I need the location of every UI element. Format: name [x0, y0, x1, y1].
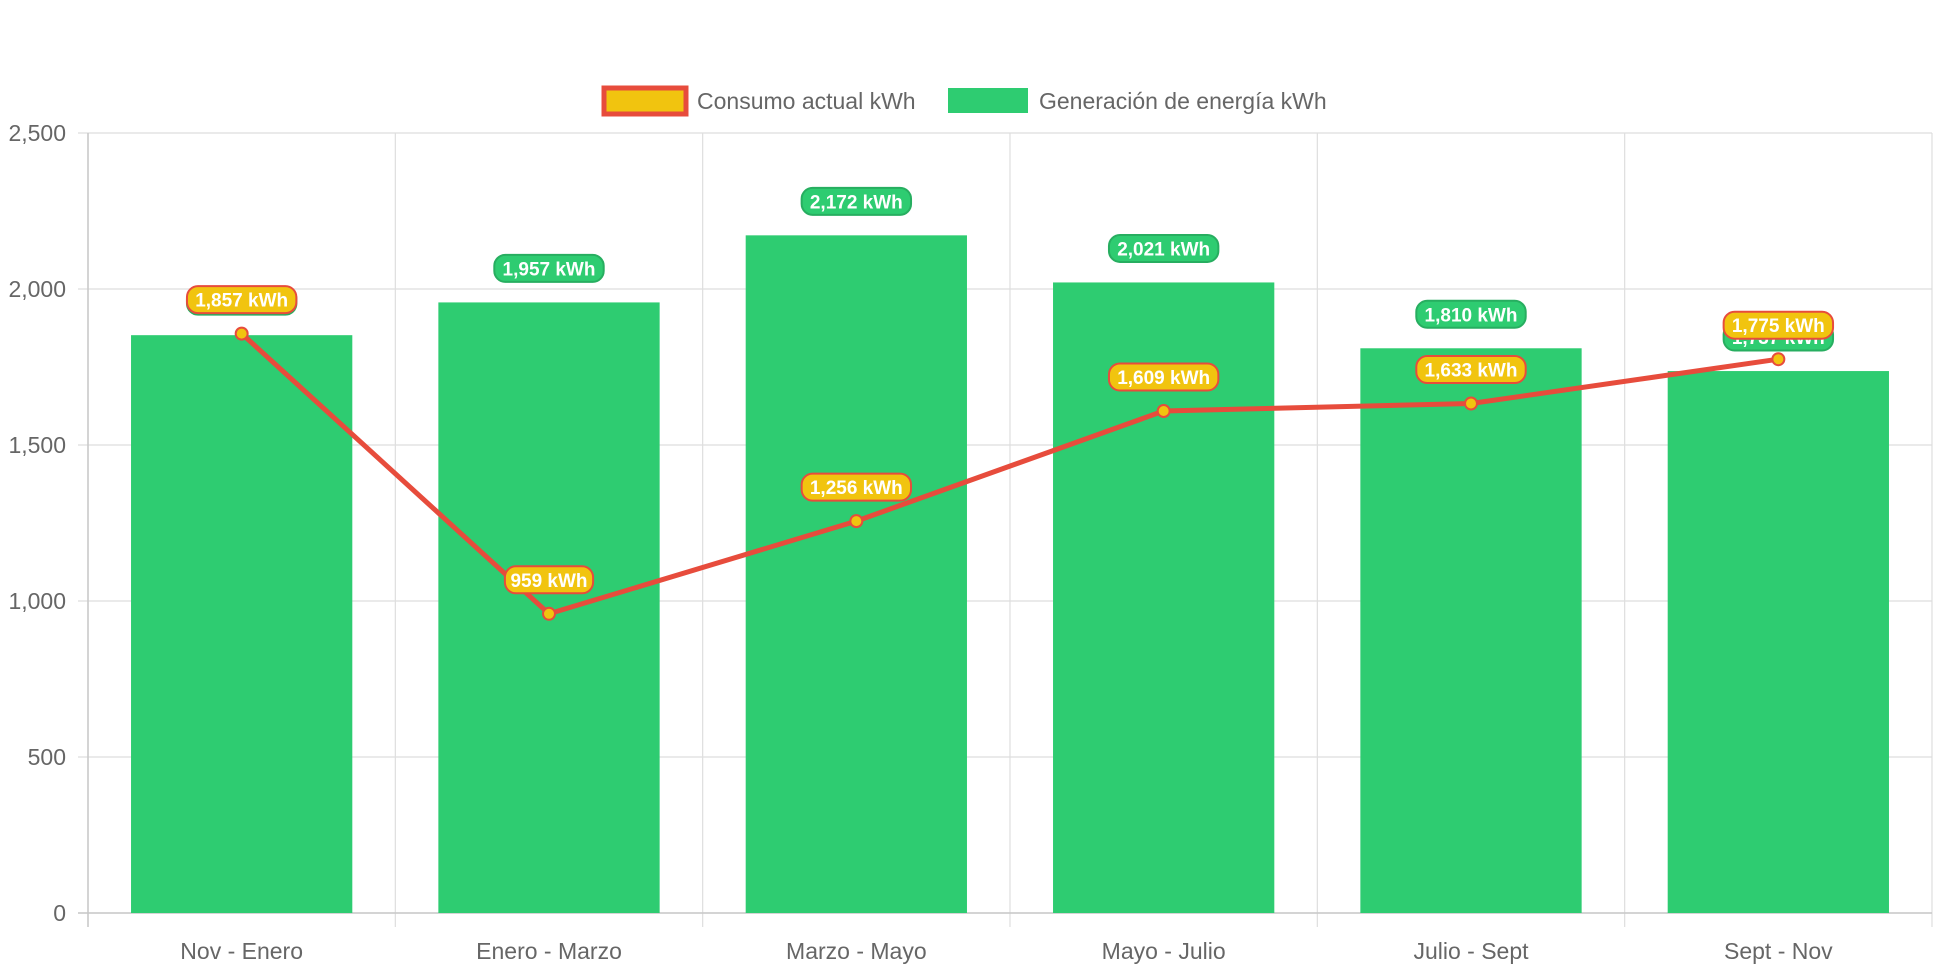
x-tick-label: Nov - Enero	[180, 938, 303, 964]
line-point-consumo	[234, 326, 249, 341]
y-tick-label: 1,500	[8, 432, 66, 458]
line-series	[234, 326, 1786, 621]
line-point-consumo	[1771, 352, 1786, 367]
bar-data-label-box	[1415, 299, 1527, 329]
line-consumo	[239, 331, 1779, 617]
line-data-label-text: 1,256 kWh	[810, 478, 903, 499]
line-data-label: 1,256 kWh	[800, 472, 913, 502]
legend-item-consumo[interactable]: Consumo actual kWh	[601, 85, 916, 117]
y-tick-label: 2,500	[8, 120, 66, 146]
x-tick-label: Marzo - Mayo	[786, 938, 927, 964]
bar-generacion	[131, 335, 353, 913]
line-data-label-box	[800, 472, 913, 502]
line-data-label-box	[185, 285, 298, 315]
line-data-label-text: 1,633 kWh	[1425, 361, 1518, 382]
x-tick-label: Mayo - Julio	[1102, 938, 1226, 964]
line-data-label-box	[1722, 310, 1835, 340]
line-data-label-box	[1107, 362, 1220, 392]
bar-data-label-text: 1,810 kWh	[1425, 305, 1518, 326]
bar-data-label-text: 2,172 kWh	[810, 192, 903, 213]
line-data-label-box	[503, 565, 595, 595]
y-tick-label: 0	[53, 900, 66, 926]
legend-swatch-generacion	[948, 88, 1028, 113]
line-data-label-text: 959 kWh	[510, 571, 587, 592]
grid	[78, 132, 1933, 927]
bar-data-label-box	[493, 253, 605, 283]
line-data-label: 1,609 kWh	[1107, 362, 1220, 392]
bar-data-label: 2,172 kWh	[800, 186, 913, 216]
bar-data-label-text: 1,957 kWh	[503, 259, 596, 280]
line-data-label: 1,857 kWh	[185, 285, 298, 315]
bar-data-label: 1,957 kWh	[493, 253, 605, 283]
line-point-consumo	[1156, 403, 1171, 418]
x-tick-label: Enero - Marzo	[476, 938, 622, 964]
line-data-labels: 1,857 kWh 959 kWh 1,256 kWh 1,609 kWh 1,633 …	[185, 285, 1835, 595]
line-data-label-text: 1,857 kWh	[195, 291, 288, 312]
legend: Consumo actual kWh Generación de energía …	[601, 85, 1327, 117]
bar-generacion	[1667, 371, 1889, 913]
bar-generacion	[745, 235, 967, 913]
legend-item-generacion[interactable]: Generación de energía kWh	[948, 88, 1327, 114]
x-tick-label: Julio - Sept	[1413, 938, 1529, 964]
legend-label-generacion: Generación de energía kWh	[1039, 88, 1327, 114]
line-point-consumo	[542, 606, 556, 621]
bar-data-label-text: 2,021 kWh	[1117, 239, 1210, 260]
line-data-label-text: 1,609 kWh	[1117, 368, 1210, 389]
bar-data-label: 2,021 kWh	[1107, 233, 1220, 263]
line-data-label-text: 1,775 kWh	[1732, 316, 1825, 337]
line-point-consumo	[849, 514, 864, 529]
bar-data-label: 1,810 kWh	[1415, 299, 1527, 329]
legend-swatch-consumo	[601, 85, 689, 117]
line-data-label: 959 kWh	[503, 565, 595, 595]
line-data-label: 1,633 kWh	[1415, 355, 1527, 385]
bar-data-label-box	[800, 186, 913, 216]
bar-generacion	[1360, 348, 1582, 913]
y-tick-label: 1,000	[8, 588, 66, 614]
line-data-label-box	[1415, 355, 1527, 385]
legend-label-consumo: Consumo actual kWh	[697, 88, 916, 114]
y-tick-label: 500	[28, 744, 66, 770]
line-point-consumo	[1464, 396, 1478, 411]
line-data-label: 1,775 kWh	[1722, 310, 1835, 340]
x-tick-label: Sept - Nov	[1724, 938, 1833, 964]
y-tick-label: 2,000	[8, 276, 66, 302]
bar-data-label-box	[1107, 233, 1220, 263]
axes: 0 500 1,000 1,500 2,000 2,500 Nov - Enero Enero…	[8, 120, 1932, 964]
